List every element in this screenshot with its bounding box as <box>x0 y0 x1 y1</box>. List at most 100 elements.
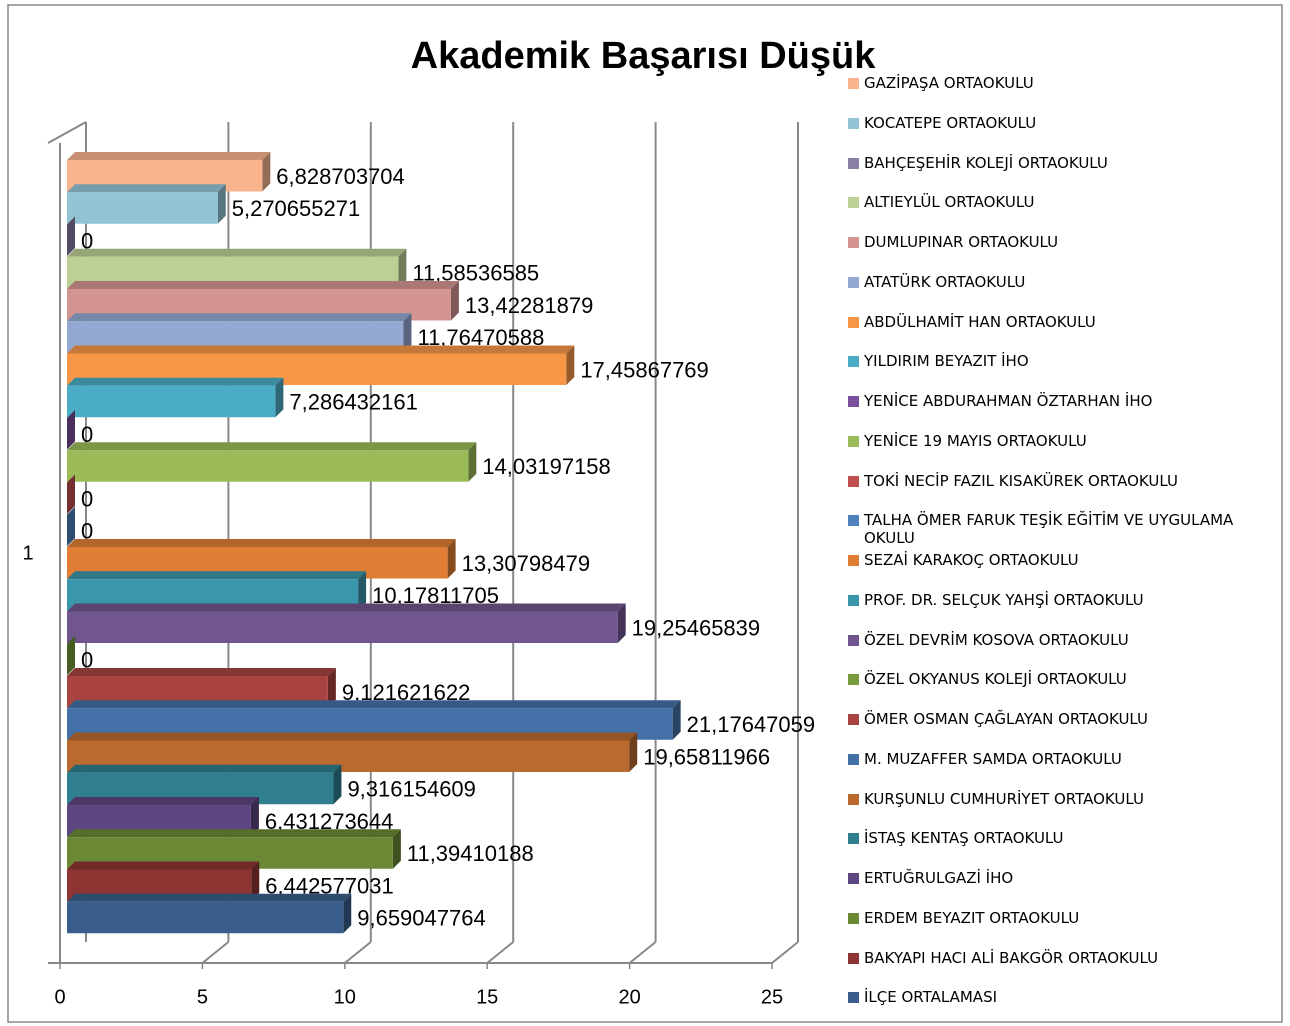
bar-side <box>392 829 401 869</box>
legend-swatch <box>848 475 859 487</box>
value-label: 0 <box>81 422 93 447</box>
bar-top <box>67 377 284 386</box>
top-left-edge <box>47 121 87 144</box>
x-tick-label: 25 <box>761 986 783 1008</box>
value-label: 6,828703704 <box>276 164 404 189</box>
legend-swatch <box>848 396 859 407</box>
value-label: 0 <box>81 648 93 673</box>
legend-swatch <box>848 674 859 686</box>
legend-label: ÖZEL DEVRİM KOSOVA ORTAOKULU <box>864 630 1129 649</box>
bar-side <box>250 797 259 837</box>
value-label: 14,03197158 <box>482 454 610 479</box>
x-tick-label: 20 <box>618 986 640 1008</box>
bar-side <box>358 571 367 611</box>
value-label: 17,45867769 <box>580 357 708 382</box>
legend-label: TALHA ÖMER FARUK TEŞİK EĞİTİM VE UYGULAM… <box>864 511 1234 548</box>
legend-swatch <box>848 515 859 527</box>
legend-label: TOKİ NECİP FAZIL KISAKÜREK ORTAOKULU <box>864 471 1178 490</box>
grid-floor-line <box>344 941 372 964</box>
legend-label: GAZİPAŞA ORTAOKULU <box>864 74 1034 92</box>
bar <box>67 192 218 224</box>
value-label: 19,25465839 <box>632 615 760 640</box>
legend-label: ATATÜRK ORTAOKULU <box>864 272 1026 291</box>
x-tick-label: 10 <box>334 986 356 1008</box>
legend-swatch <box>848 634 859 646</box>
legend-label: ABDÜLHAMİT HAN ORTAOKULU <box>864 312 1096 331</box>
bar-side <box>343 893 352 934</box>
legend-swatch <box>848 714 859 725</box>
bar-side <box>67 410 75 450</box>
bar-top <box>67 571 367 580</box>
bar-top <box>67 797 259 805</box>
bar-top <box>67 539 456 547</box>
bar-side <box>566 345 575 385</box>
legend-swatch <box>848 753 859 765</box>
category-label: 1 <box>22 542 33 564</box>
legend-label: BAHÇEŞEHİR KOLEJİ ORTAOKULU <box>864 153 1108 172</box>
bar-top <box>67 184 226 193</box>
value-label: 9,659047764 <box>357 906 485 931</box>
bar-side <box>447 539 456 579</box>
bar-top <box>67 700 681 709</box>
x-tick-label: 0 <box>54 986 65 1008</box>
bar <box>67 901 344 934</box>
legend-swatch <box>848 833 859 845</box>
bar-top <box>67 248 407 257</box>
legend-label: YENİCE 19 MAYIS ORTAOKULU <box>864 431 1087 450</box>
legend-swatch <box>848 237 859 248</box>
legend-label: ERDEM BEYAZIT ORTAOKULU <box>864 908 1080 927</box>
legend-label: PROF. DR. SELÇUK YAHŞİ ORTAOKULU <box>864 590 1144 609</box>
legend-swatch <box>848 992 859 1004</box>
bar-side <box>617 603 626 643</box>
grid-floor-line <box>628 941 657 964</box>
bar-side <box>333 764 342 805</box>
legend-label: KOCATEPE ORTAOKULU <box>864 113 1037 132</box>
legend-swatch <box>848 276 859 288</box>
legend-label: ÖZEL OKYANUS KOLEJİ ORTAOKULU <box>864 670 1127 689</box>
value-label: 7,286432161 <box>289 390 417 415</box>
legend-swatch <box>848 356 859 368</box>
legend-label: ERTUĞRULGAZİ İHO <box>864 869 1014 887</box>
bar-side <box>450 281 459 321</box>
legend-label: M. MUZAFFER SAMDA ORTAOKULU <box>864 749 1122 768</box>
legend-label: ALTIEYLÜL ORTAOKULU <box>864 193 1035 212</box>
x-tick-label: 15 <box>476 986 498 1008</box>
legend-label: İLÇE ORTALAMASI <box>864 988 998 1007</box>
chart-border <box>7 4 1283 1023</box>
bar-side <box>67 216 75 256</box>
legend-label: YILDIRIM BEYAZIT İHO <box>864 352 1029 371</box>
bar-side <box>275 377 284 418</box>
grid-floor-line <box>771 941 799 964</box>
legend-swatch <box>848 793 859 805</box>
value-label: 0 <box>81 486 93 511</box>
bar <box>67 385 276 418</box>
bar-side <box>672 700 681 740</box>
chart-title: Akademik Başarısı Düşük <box>411 35 877 77</box>
legend-label: DUMLUPINAR ORTAOKULU <box>864 233 1059 251</box>
bar-side <box>629 732 638 772</box>
grid-floor-line <box>201 941 230 964</box>
bar-side <box>67 474 75 514</box>
bar-top <box>67 668 336 676</box>
legend-swatch <box>848 555 859 566</box>
legend-label: BAKYAPI HACI ALİ BAKGÖR ORTAOKULU <box>864 948 1159 967</box>
bar-top <box>67 313 412 322</box>
x-tick-label: 5 <box>197 986 208 1008</box>
bar <box>67 450 469 482</box>
value-label: 5,270655271 <box>232 196 360 221</box>
legend-label: ÖMER OSMAN ÇAĞLAYAN ORTAOKULU <box>864 710 1149 728</box>
legend-swatch <box>848 197 859 209</box>
bar-side <box>398 248 407 289</box>
bar <box>67 611 618 643</box>
bar-top <box>67 345 575 354</box>
bar-top <box>67 861 260 870</box>
legend-label: İSTAŞ KENTAŞ ORTAOKULU <box>864 829 1064 848</box>
legend-swatch <box>848 316 859 328</box>
value-label: 19,65811966 <box>643 744 770 769</box>
legend-swatch <box>848 873 859 884</box>
bar-side <box>217 184 226 224</box>
bar-side <box>251 861 260 901</box>
bar-top <box>67 764 342 773</box>
value-label: 0 <box>81 519 93 544</box>
